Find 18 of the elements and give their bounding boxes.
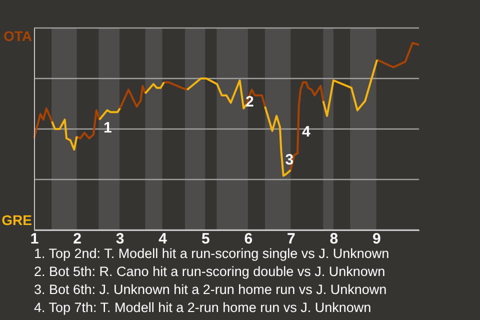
ref-line-label: GRE	[2, 212, 32, 228]
x-tick-label: 5	[201, 230, 210, 248]
x-tick-label: 7	[286, 230, 296, 248]
x-tick-label: 3	[116, 230, 124, 248]
ref-line-label: OTA	[3, 28, 32, 44]
text: 2. Bot 5th: R. Cano hit a run-scoring double vs J. Unknown	[34, 264, 386, 279]
x-tick-label: 6	[244, 230, 253, 248]
x-tick-label: 1	[30, 230, 39, 248]
annotation: 1	[103, 120, 112, 137]
x-tick-label: 4	[158, 230, 168, 248]
x-tick-label: 2	[73, 230, 82, 248]
text: 4. Top 7th: T. Modell hit a 2-run home run vs J. Unknown	[34, 300, 372, 315]
annotation: 4	[302, 123, 311, 140]
text: 1. Top 2nd: T. Modell hit a run-scoring single vs J. Unknown	[34, 246, 390, 261]
annotation: 3	[285, 151, 294, 168]
x-tick-label: 8	[330, 230, 338, 248]
text: 3. Bot 6th: J. Unknown hit a 2-run home run vs J. Unknown	[34, 282, 387, 297]
x-tick-label: 9	[372, 230, 381, 248]
